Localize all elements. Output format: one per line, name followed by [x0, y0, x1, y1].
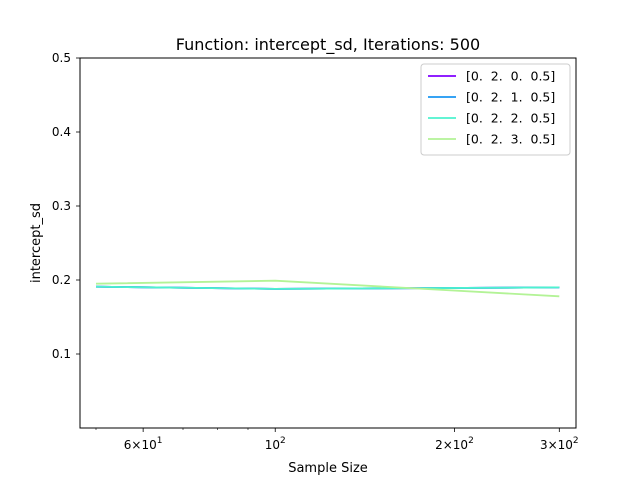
legend-label-1: [0. 2. 1. 0.5]: [466, 90, 555, 105]
x-axis-label: Sample Size: [288, 461, 368, 476]
x-tick-label-1: 102: [265, 436, 286, 452]
y-tick-label-4: 0.5: [52, 51, 71, 65]
axes-frame: [79, 57, 577, 429]
series-line-3: [95, 279, 560, 298]
chart-title: Function: intercept_sd, Iterations: 500: [176, 35, 480, 55]
legend-label-3: [0. 2. 3. 0.5]: [466, 132, 555, 147]
legend-box: [420, 63, 571, 156]
y-tick-label-3: 0.4: [52, 125, 71, 139]
x-tick-label-3: 3×102: [540, 436, 579, 452]
y-axis-label: intercept_sd: [29, 203, 44, 283]
x-tick-label-2: 2×102: [435, 436, 474, 452]
y-axis: 0.1 0.2 0.3 0.4 0.5: [52, 51, 80, 361]
y-tick-label-1: 0.2: [52, 273, 71, 287]
x-tick-label-0: 6×101: [124, 436, 163, 452]
legend: [0. 2. 0. 0.5] [0. 2. 1. 0.5] [0. 2. 2. 0.…: [420, 63, 571, 156]
y-tick-label-0: 0.1: [52, 347, 71, 361]
legend-label-2: [0. 2. 2. 0.5]: [466, 111, 555, 126]
x-axis: 6×101 102 2×102 3×102: [95, 428, 579, 452]
series-line-2: [95, 285, 560, 290]
legend-label-0: [0. 2. 0. 0.5]: [466, 69, 555, 84]
plot-area: [95, 279, 560, 298]
y-tick-label-2: 0.3: [52, 199, 71, 213]
